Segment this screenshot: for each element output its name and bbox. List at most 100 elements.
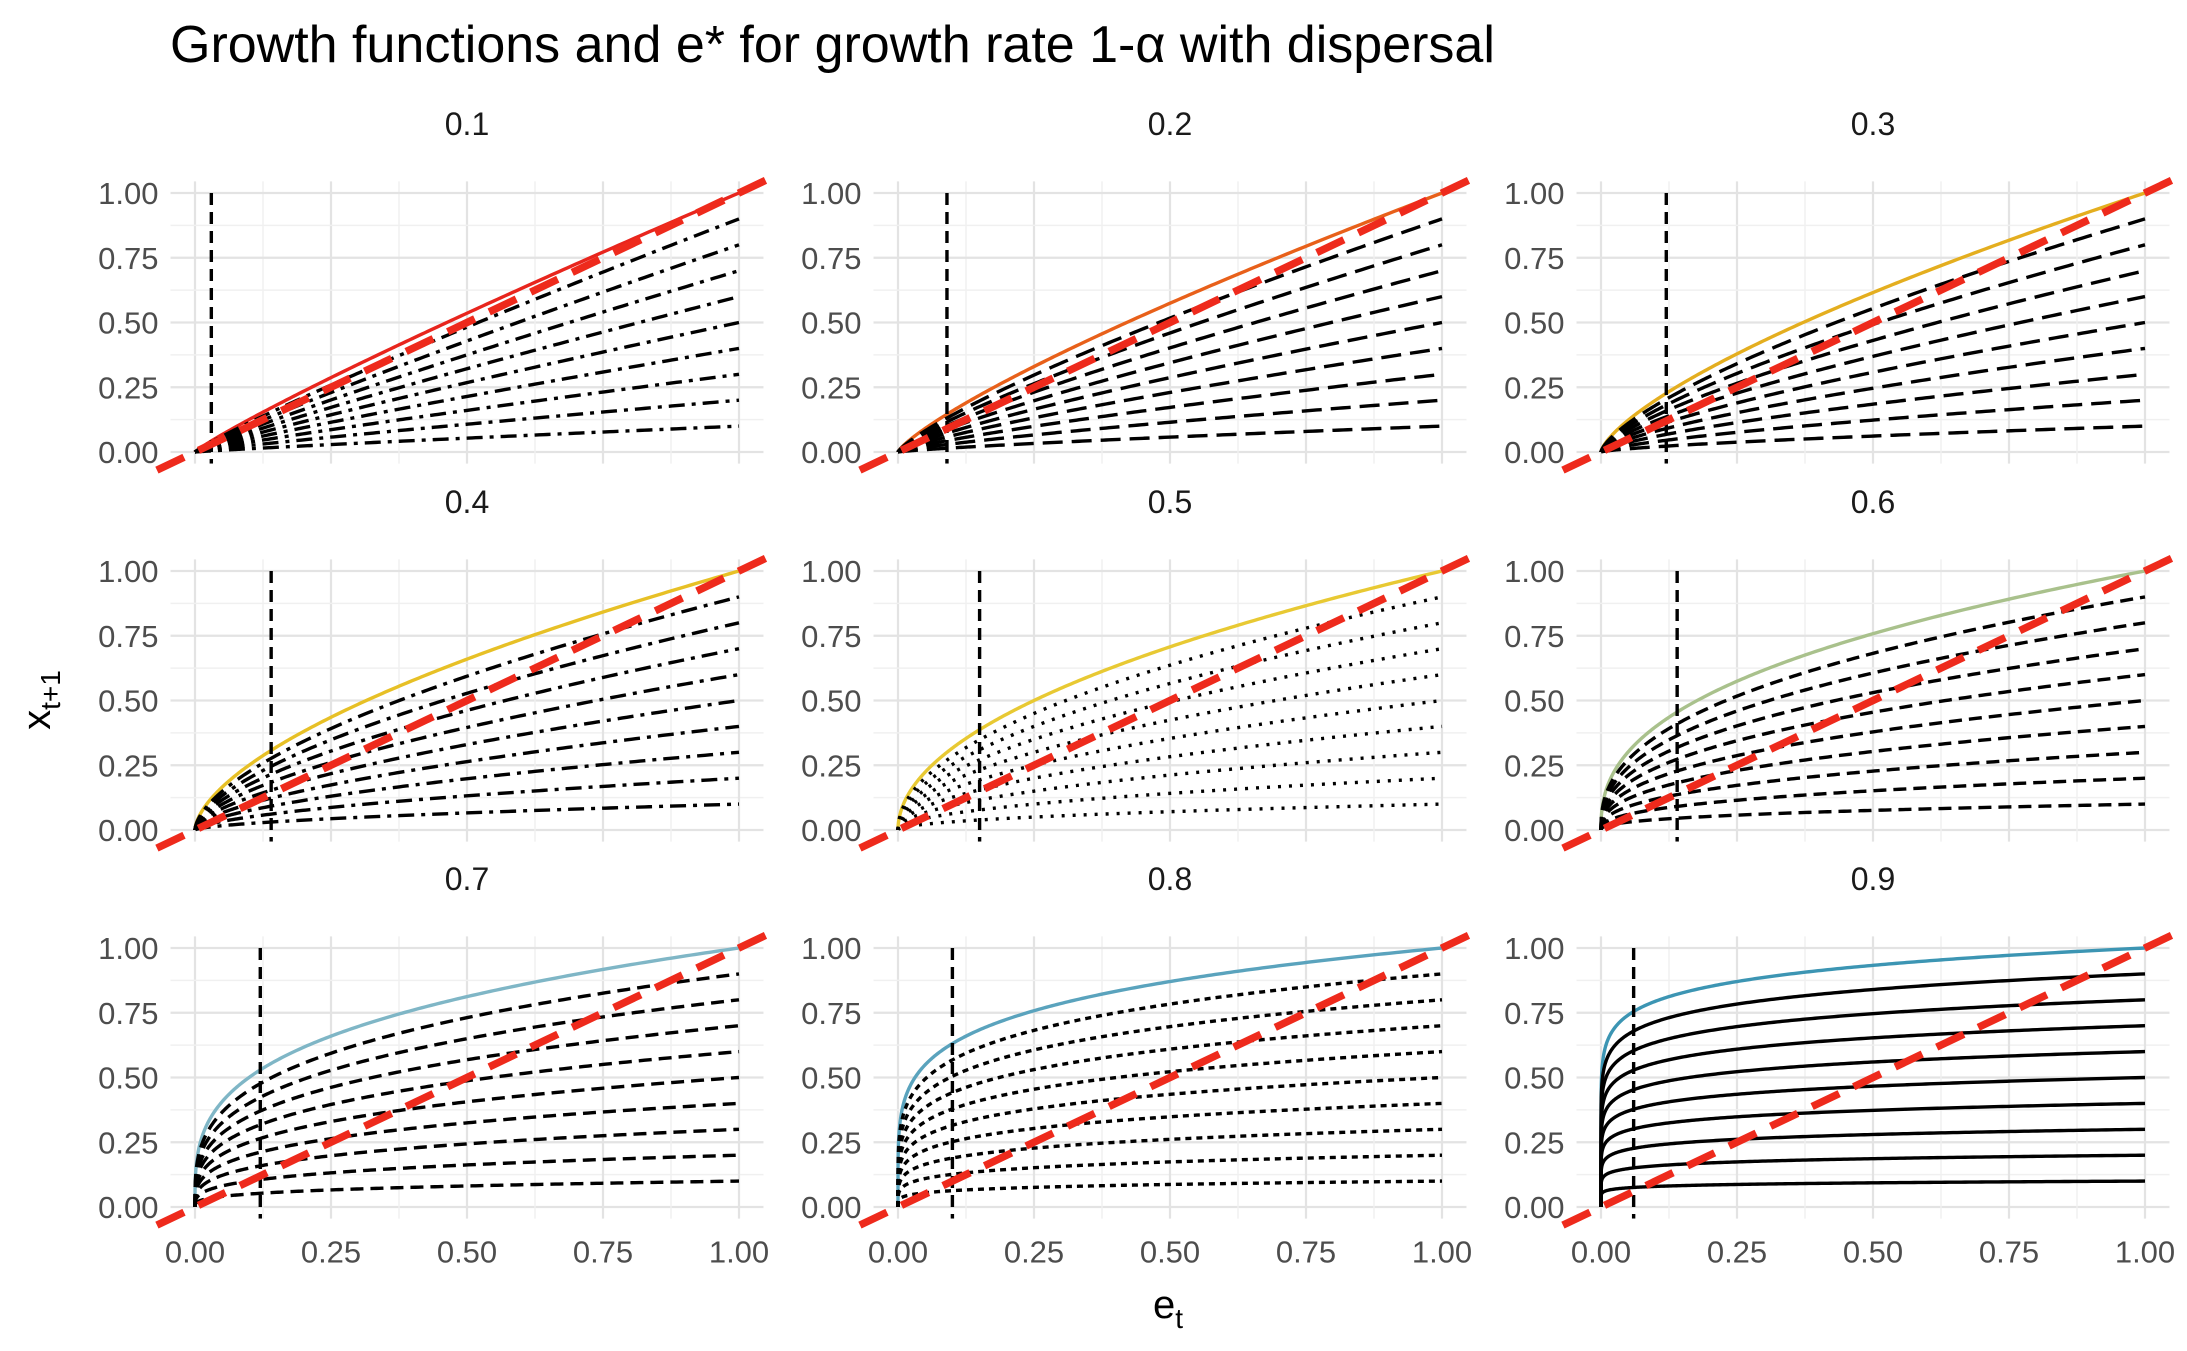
growth-curve [896,750,1443,831]
facet-label: 0.3 [1851,106,1895,142]
y-tick-label: 0.75 [98,996,158,1031]
panel-0.2: 0.2 0.00 0.25 0.50 0.75 1.00 [801,106,1482,474]
panel-series [896,946,1443,1219]
facet-label: 0.6 [1851,484,1895,520]
chart-title: Growth functions and e* for growth rate … [170,16,1495,74]
growth-curve [1599,750,2146,831]
growth-curve [193,1049,740,1208]
y-tick-label: 0.25 [98,370,158,405]
y-tick-label: 0.50 [801,1061,861,1096]
growth-curve [1599,424,2146,454]
y-tick-label: 1.00 [1504,931,1564,966]
growth-curve [1599,647,2146,831]
x-tick-label: 0.50 [437,1235,497,1270]
y-tick-label: 0.75 [801,619,861,654]
y-tick-label: 1.00 [801,176,861,211]
growth-curve [1599,1075,2146,1208]
growth-curve [1599,595,2146,831]
x-tick-label: 0.75 [1276,1235,1336,1270]
x-tick-label: 0.75 [1979,1235,2039,1270]
growth-curve [1599,802,2146,831]
y-tick-label: 0.25 [98,748,158,783]
x-tick-label: 1.00 [709,1235,769,1270]
identity-line [1561,171,2185,474]
growth-curve-main [896,946,1443,1208]
identity-line [858,171,1482,474]
growth-curve [193,972,740,1208]
growth-curve [1599,672,2146,831]
x-tick-label: 1.00 [1412,1235,1472,1270]
x-axis-title: et [1153,1283,1183,1334]
facet-label: 0.8 [1148,861,1192,897]
y-tick-label: 0.00 [801,435,861,470]
growth-curve-main [896,191,1443,453]
growth-curve [193,672,740,831]
growth-curve [193,750,740,831]
panel-0.1: 0.1 0.00 0.25 0.50 0.75 1.00 [98,106,779,474]
growth-curve-main [896,569,1443,831]
growth-curve [193,1075,740,1208]
y-tick-label: 0.75 [98,619,158,654]
growth-curve-main [193,569,740,831]
identity-line [155,926,779,1229]
growth-curve [1599,698,2146,831]
panel-0.3: 0.3 0.00 0.25 0.50 0.75 1.00 [1504,106,2185,474]
growth-curve [896,1024,1443,1208]
x-tick-label: 0.00 [868,1235,928,1270]
y-tick-label: 0.25 [801,370,861,405]
x-tick-label: 0.50 [1140,1235,1200,1270]
growth-curve [1599,1024,2146,1208]
growth-curve [1599,972,2146,1208]
y-tick-label: 0.50 [98,1061,158,1096]
growth-curve [193,1024,740,1208]
y-tick-label: 0.00 [1504,813,1564,848]
growth-curve-main [1599,191,2146,453]
facet-panels: 0.10.000.250.500.751.000.20.000.250.500.… [98,106,2185,1270]
panel-0.9: 0.9 0.00 0.25 0.50 0.75 1.00 0.00 0.25 0.50 0.75 1… [1504,861,2185,1270]
growth-curve [193,647,740,831]
y-tick-label: 0.75 [801,996,861,1031]
y-tick-label: 0.75 [98,241,158,276]
growth-curve [193,1153,740,1208]
growth-curve [193,621,740,831]
y-tick-label: 0.50 [801,306,861,341]
growth-curve [896,1179,1443,1208]
facet-label: 0.7 [445,861,489,897]
y-tick-label: 0.50 [1504,306,1564,341]
y-tick-label: 0.00 [1504,1190,1564,1225]
y-tick-label: 0.75 [1504,619,1564,654]
panel-0.6: 0.6 0.00 0.25 0.50 0.75 1.00 [1504,484,2185,852]
y-tick-label: 1.00 [801,931,861,966]
x-tick-label: 0.25 [1004,1235,1064,1270]
growth-curve [193,1179,740,1208]
identity-line [155,549,779,852]
identity-line [155,171,779,474]
growth-curve [193,243,740,454]
growth-curve-main [1599,569,2146,831]
y-tick-label: 1.00 [98,931,158,966]
growth-curve [896,621,1443,831]
panel-0.7: 0.7 0.00 0.25 0.50 0.75 1.00 0.00 0.25 0.50 0.75 1… [98,861,779,1270]
y-tick-label: 0.75 [801,241,861,276]
y-tick-label: 0.25 [801,1125,861,1160]
growth-curve [896,972,1443,1208]
panel-0.5: 0.5 0.00 0.25 0.50 0.75 1.00 [801,484,1482,852]
growth-curve [193,776,740,831]
growth-curve [1599,1153,2146,1208]
y-axis-title: xt+1 [15,670,66,730]
growth-curve [896,1101,1443,1208]
y-tick-label: 1.00 [1504,554,1564,589]
x-tick-label: 0.00 [165,1235,225,1270]
y-tick-label: 1.00 [98,176,158,211]
panel-grid [170,559,764,842]
growth-curve [193,998,740,1208]
y-tick-label: 0.50 [801,684,861,719]
growth-curve [1599,294,2146,453]
growth-curve [896,647,1443,831]
y-tick-label: 1.00 [801,554,861,589]
y-tick-label: 0.25 [98,1125,158,1160]
facet-label: 0.1 [445,106,489,142]
y-tick-label: 0.25 [1504,748,1564,783]
y-tick-label: 0.50 [1504,684,1564,719]
panel-grid [873,559,1467,842]
